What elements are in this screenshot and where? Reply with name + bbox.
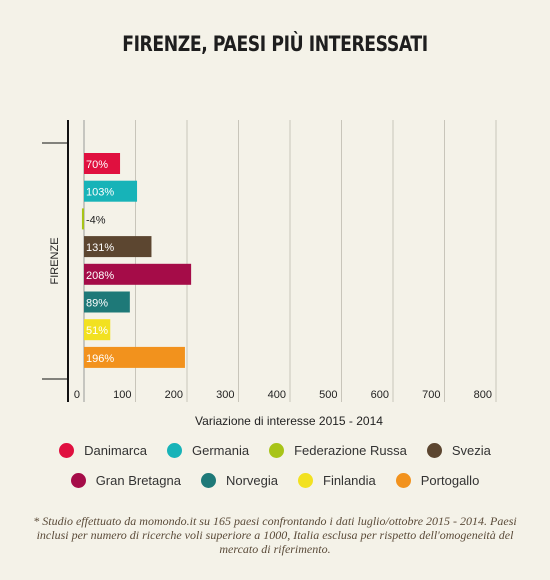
data-label: 131% (86, 242, 114, 254)
legend-row: Danimarca Germania Federazione Russa Svezia (0, 443, 550, 458)
legend-swatch (426, 443, 442, 458)
legend-swatch (167, 443, 182, 458)
legend-item: Portogallo (395, 473, 480, 488)
bar-danimarca (84, 153, 121, 174)
legend-item: Gran Bretagna (70, 473, 181, 488)
x-tick-label: 200 (165, 389, 183, 401)
bar-gran-bretagna (84, 263, 192, 285)
x-tick-label: 100 (113, 389, 131, 401)
bar-norvegia (84, 291, 130, 313)
legend-swatch (70, 473, 86, 488)
x-tick-label: 500 (319, 389, 337, 401)
legend-swatch (59, 443, 75, 458)
legend-swatch (298, 473, 313, 488)
legend-label: Norvegia (225, 473, 278, 488)
data-labels: 70% 103% -4% 131% 208% 89% 51% 196% (86, 159, 114, 365)
bar-portogallo (84, 346, 185, 368)
legend-swatch (269, 443, 285, 458)
data-label: 103% (86, 187, 114, 199)
footnote: * Studio effettuato da momondo.it su 165… (33, 514, 517, 556)
data-label: 208% (86, 270, 114, 282)
bar-germania (84, 180, 138, 202)
x-tick-label: 300 (216, 389, 234, 401)
legend-row: Gran Bretagna Norvegia Finlandia Portogallo (0, 473, 550, 488)
x-tick-label: 0 (74, 389, 80, 401)
bars (81, 153, 192, 368)
legend-item: Norvegia (200, 473, 278, 488)
bar-finlandia (84, 319, 111, 341)
bar-chart: 70% 103% -4% 131% 208% 89% 51% 196% 0 100 200 300 4… (42, 120, 497, 428)
x-tick-label: 600 (371, 389, 389, 401)
data-label: 70% (86, 159, 108, 171)
data-label: 89% (86, 298, 108, 310)
legend-swatch (395, 473, 411, 488)
legend-swatch (200, 473, 216, 488)
legend-item: Danimarca (59, 443, 147, 458)
x-tick-label: 700 (422, 389, 440, 401)
legend-label: Danimarca (84, 443, 147, 458)
x-axis-label: Variazione di interesse 2015 - 2014 (195, 414, 383, 428)
legend-item: Federazione Russa (269, 443, 407, 458)
legend-label: Finlandia (323, 473, 376, 488)
legend-label: Federazione Russa (294, 443, 407, 458)
data-label: -4% (86, 214, 106, 226)
legend-item: Svezia (426, 443, 491, 458)
legend-label: Gran Bretagna (95, 473, 181, 488)
legend-label: Svezia (451, 443, 491, 458)
legend-item: Germania (167, 443, 249, 458)
data-label: 196% (86, 353, 114, 365)
category-label: FIRENZE (49, 237, 61, 284)
bar-federazione-russa (81, 208, 84, 230)
x-tick-label: 400 (268, 389, 286, 401)
legend-item: Finlandia (298, 473, 376, 488)
chart-title: FIRENZE, PAESI PIÙ INTERESSATI (122, 32, 428, 56)
legend-label: Portogallo (420, 473, 480, 488)
x-tick-label: 800 (474, 389, 492, 401)
x-tick-labels: 0 100 200 300 400 500 600 700 800 (74, 389, 492, 401)
bar-svezia (84, 236, 152, 258)
data-label: 51% (86, 325, 108, 337)
legend-label: Germania (192, 443, 250, 458)
